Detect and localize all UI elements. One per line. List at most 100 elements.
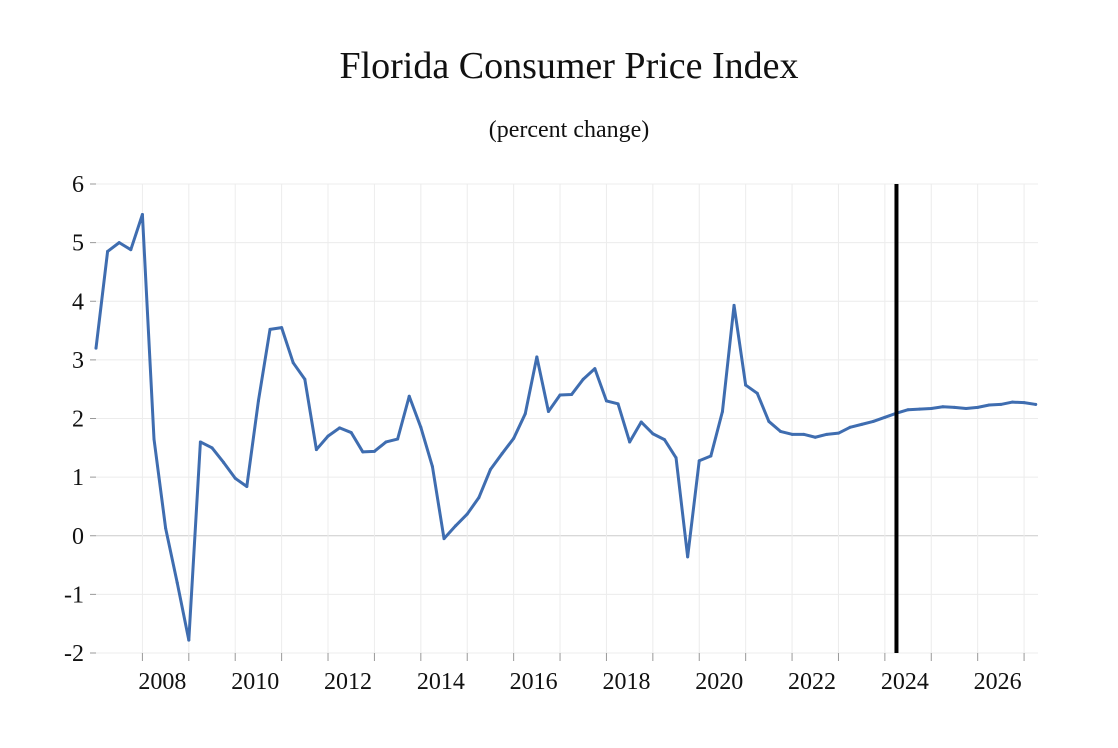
- y-tick-label: -1: [64, 582, 84, 608]
- x-tick-label: 2014: [417, 669, 465, 695]
- data-point: [720, 409, 724, 413]
- data-point: [106, 249, 110, 253]
- y-tick-label: -2: [64, 641, 84, 667]
- data-point: [442, 537, 446, 541]
- data-point: [848, 425, 852, 429]
- data-point: [477, 496, 481, 500]
- data-point: [372, 449, 376, 453]
- y-tick-label: 5: [72, 231, 84, 257]
- y-tick-label: 3: [72, 348, 84, 374]
- data-point: [883, 415, 887, 419]
- data-point: [628, 440, 632, 444]
- data-point: [616, 402, 620, 406]
- x-tick-label: 2024: [881, 669, 929, 695]
- data-point: [94, 346, 98, 350]
- data-point: [709, 454, 713, 458]
- data-point: [1010, 400, 1014, 404]
- data-point: [906, 408, 910, 412]
- data-point: [384, 440, 388, 444]
- data-point: [964, 407, 968, 411]
- data-point: [825, 432, 829, 436]
- grid-lines: [96, 183, 1038, 654]
- data-point: [129, 248, 133, 252]
- data-point: [813, 435, 817, 439]
- data-point: [767, 419, 771, 423]
- data-point: [164, 526, 168, 530]
- axes: 6 5 4 3 2 1 0 -1 -2 2008 2010 2012 2014 2016 2018 2020 2…: [64, 172, 1025, 695]
- data-point: [291, 361, 295, 365]
- series-line: [94, 212, 1038, 642]
- data-point: [338, 426, 342, 430]
- data-point: [744, 383, 748, 387]
- data-point: [233, 476, 237, 480]
- data-point: [662, 438, 666, 442]
- data-point: [303, 377, 307, 381]
- data-point: [790, 432, 794, 436]
- data-point: [976, 405, 980, 409]
- x-tick-label: 2008: [138, 669, 186, 695]
- y-tick-label: 2: [72, 407, 84, 433]
- x-tick-label: 2018: [602, 669, 650, 695]
- chart-subtitle: (percent change): [488, 117, 650, 143]
- data-point: [604, 399, 608, 403]
- data-point: [361, 450, 365, 454]
- data-point: [778, 429, 782, 433]
- data-point: [488, 468, 492, 472]
- data-point: [140, 212, 144, 216]
- x-tick-label: 2022: [788, 669, 836, 695]
- data-point: [535, 355, 539, 359]
- data-point: [929, 407, 933, 411]
- series-layer: [94, 212, 1038, 642]
- x-tick-label: 2012: [324, 669, 372, 695]
- data-point: [570, 392, 574, 396]
- data-point: [187, 638, 191, 642]
- data-point: [860, 422, 864, 426]
- data-point: [314, 448, 318, 452]
- data-point: [268, 327, 272, 331]
- x-tick-label: 2016: [510, 669, 558, 695]
- data-point: [523, 412, 527, 416]
- data-point: [697, 459, 701, 463]
- data-point: [941, 405, 945, 409]
- data-point: [999, 402, 1003, 406]
- data-point: [987, 403, 991, 407]
- data-point: [465, 512, 469, 516]
- data-point: [117, 241, 121, 245]
- x-tick-label: 2026: [974, 669, 1022, 695]
- data-point: [407, 394, 411, 398]
- data-point: [952, 405, 956, 409]
- data-point: [1022, 401, 1026, 405]
- data-point: [871, 419, 875, 423]
- data-point: [732, 303, 736, 307]
- data-point: [210, 446, 214, 450]
- data-point: [639, 420, 643, 424]
- data-point: [593, 367, 597, 371]
- data-point: [222, 460, 226, 464]
- data-point: [245, 485, 249, 489]
- data-point: [512, 436, 516, 440]
- data-point: [546, 409, 550, 413]
- data-point: [326, 434, 330, 438]
- data-point: [396, 437, 400, 441]
- y-tick-label: 0: [72, 524, 84, 550]
- data-point: [349, 431, 353, 435]
- data-point: [152, 437, 156, 441]
- data-point: [918, 407, 922, 411]
- data-point: [836, 431, 840, 435]
- data-point: [1034, 402, 1038, 406]
- chart-title: Florida Consumer Price Index: [339, 45, 799, 87]
- data-point: [802, 432, 806, 436]
- data-point: [558, 393, 562, 397]
- x-tick-label: 2020: [695, 669, 743, 695]
- data-point: [430, 465, 434, 469]
- data-point: [454, 524, 458, 528]
- data-point: [755, 391, 759, 395]
- data-point: [500, 452, 504, 456]
- data-point: [686, 555, 690, 559]
- data-point: [651, 432, 655, 436]
- data-point: [419, 425, 423, 429]
- y-tick-label: 1: [72, 465, 84, 491]
- y-tick-label: 6: [72, 172, 84, 198]
- x-tick-label: 2010: [231, 669, 279, 695]
